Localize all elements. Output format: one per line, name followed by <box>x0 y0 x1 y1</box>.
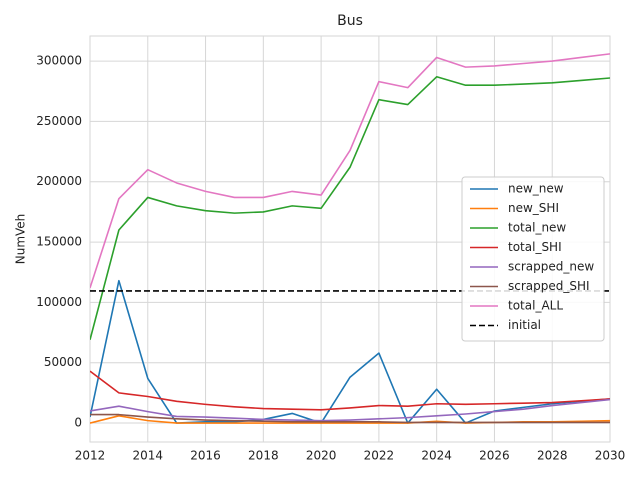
legend-box <box>461 176 605 342</box>
legend-label: total_ALL <box>508 299 563 313</box>
legend-label: scrapped_SHI <box>508 279 590 293</box>
y-tick-label: 0 <box>74 416 82 430</box>
x-tick-label: 2024 <box>421 449 452 463</box>
legend-label: new_new <box>508 182 564 196</box>
series-line <box>90 53 610 289</box>
series-line <box>90 413 610 424</box>
x-tick-label: 2016 <box>190 449 221 463</box>
legend-label: total_SHI <box>508 240 562 254</box>
series-line <box>90 370 610 411</box>
x-tick-label: 2014 <box>133 449 164 463</box>
y-tick-label: 250000 <box>36 114 82 128</box>
plot-area <box>90 53 610 424</box>
series-line <box>90 75 610 341</box>
y-axis-label: NumVeh <box>14 214 28 265</box>
legend: new_new new_SHI total_new total_SHI scrapped… <box>461 176 605 342</box>
chart-title: Bus <box>337 13 363 29</box>
legend-label: total_new <box>508 221 566 235</box>
legend-label: initial <box>508 318 541 332</box>
series-line <box>90 398 610 422</box>
x-tick-label: 2020 <box>306 449 337 463</box>
plot-frame <box>89 35 611 443</box>
x-tick-label: 2026 <box>479 449 510 463</box>
legend-label: new_SHI <box>508 201 559 215</box>
y-tick-label: 50000 <box>44 355 82 369</box>
y-tick-label: 100000 <box>36 295 82 309</box>
x-tick-label: 2028 <box>537 449 568 463</box>
legend-label: scrapped_new <box>508 260 594 274</box>
y-tick-label: 300000 <box>36 54 82 68</box>
x-tick-label: 2022 <box>364 449 395 463</box>
y-tick-label: 200000 <box>36 174 82 188</box>
x-tick-label: 2030 <box>595 449 626 463</box>
x-tick-label: 2018 <box>248 449 279 463</box>
y-tick-label: 150000 <box>36 235 82 249</box>
x-tick-label: 2012 <box>75 449 106 463</box>
